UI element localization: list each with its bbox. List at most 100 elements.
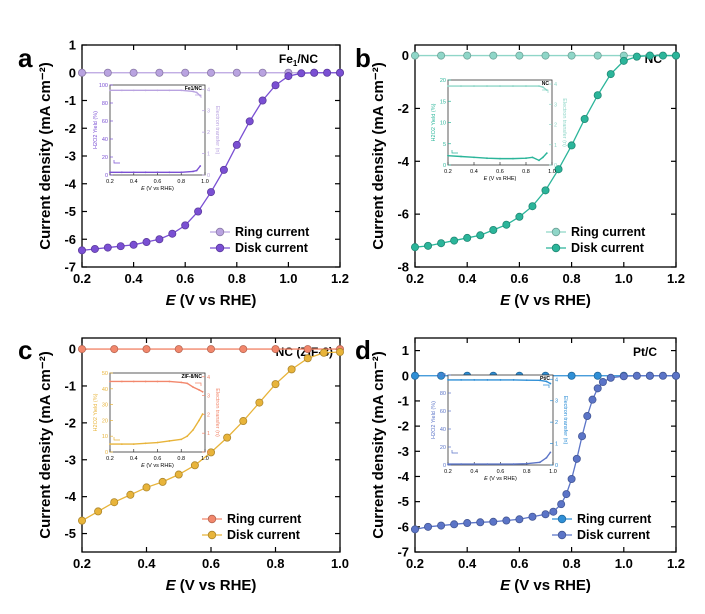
x-axis-label: E (V vs RHE)	[500, 292, 591, 309]
inset-x-tick-label: 0.6	[154, 179, 162, 185]
data-point-disk	[541, 510, 550, 519]
data-point-disk	[335, 348, 344, 357]
y-tick-label: -4	[64, 489, 76, 504]
x-tick-label: 0.4	[125, 271, 144, 286]
inset-right-indicator	[195, 382, 202, 386]
data-point-disk	[619, 56, 628, 65]
panel-b: b 0.2 0.4 0.6 0.8 1.0 1.2 0 -2 -4 -6 -8 E (V vs RHE)…	[355, 43, 685, 309]
data-point-disk	[206, 448, 215, 457]
data-point-disk	[335, 68, 344, 77]
inset-n-point	[192, 90, 195, 93]
y-tick-label: -6	[397, 207, 409, 222]
x-tick-label: 1.0	[331, 556, 349, 571]
inset-right-tick-label: 3	[554, 102, 557, 108]
inset-n-point	[525, 85, 527, 87]
inset-right-tick-label: 1	[207, 152, 210, 158]
data-point-ring	[410, 51, 419, 60]
data-point-disk	[476, 231, 485, 240]
data-point-disk	[658, 51, 667, 60]
inset-left-indicator	[113, 160, 120, 164]
inset-yield-point	[486, 157, 488, 160]
inset-left-tick-label: 40	[102, 137, 108, 143]
data-point-disk	[554, 165, 563, 174]
legend-label: Disk current	[227, 528, 301, 542]
data-point-ring	[437, 51, 446, 60]
y-tick-label: -2	[64, 415, 76, 430]
x-tick-label: 0.6	[510, 271, 528, 286]
inset-right-tick-label: 4	[207, 375, 210, 381]
inset-x-tick-label: 0.2	[444, 469, 452, 475]
legend-label: Ring current	[577, 512, 652, 526]
data-point-disk	[155, 235, 164, 244]
inset-left-tick-label: 80	[440, 391, 446, 397]
inset-x-tick-label: 0.8	[522, 169, 530, 175]
inset-yield-point	[186, 435, 189, 438]
inset-yield-point	[201, 413, 204, 415]
data-point-disk	[310, 68, 319, 77]
inset-n-point	[460, 85, 462, 87]
data-point-ring	[515, 51, 524, 60]
inset-yield-point	[538, 461, 541, 464]
data-point-ring	[567, 51, 576, 60]
inset-x-axis-label: E (V vs RHE)	[141, 463, 174, 469]
y-tick-label: 0	[69, 65, 76, 80]
inset-right-tick-label: 1	[207, 431, 210, 437]
data-point-disk	[424, 522, 433, 531]
inset-n-point	[538, 85, 540, 87]
inset-n-point	[109, 380, 111, 383]
inset-right-tick-label: 2	[207, 412, 210, 418]
data-point-disk	[158, 477, 167, 486]
y-tick-label: -1	[64, 378, 76, 393]
y-tick-label: -8	[397, 260, 409, 275]
inset-right-tick-label: 4	[554, 82, 557, 88]
inset-right-indicator	[543, 384, 550, 388]
data-point-disk	[181, 221, 190, 230]
inset-yield-point	[473, 463, 476, 465]
data-point-disk	[502, 220, 511, 229]
data-point-disk	[239, 417, 248, 426]
data-point-disk	[528, 512, 537, 521]
inset-left-axis-label: H2O2 Yield (%)	[93, 111, 99, 149]
inset-x-tick-label: 0.6	[497, 469, 505, 475]
plot-frame	[414, 337, 677, 553]
y-tick-label: -5	[397, 494, 409, 509]
y-tick-label: -4	[397, 469, 409, 484]
inset-n-point	[180, 89, 183, 92]
inset-right-tick-label: 1	[554, 143, 557, 149]
data-point-ring	[271, 345, 280, 354]
data-point-ring	[410, 371, 419, 380]
y-tick-label: -2	[397, 419, 409, 434]
inset-left-tick-label: 60	[440, 409, 446, 415]
data-point-ring	[174, 345, 183, 354]
y-tick-label: -2	[397, 101, 409, 116]
inset-left-tick-label: 100	[99, 83, 108, 89]
data-point-disk	[606, 70, 615, 79]
x-tick-label: 0.2	[73, 556, 91, 571]
inset-yield-point	[447, 463, 449, 465]
y-axis-label: Current density (mA cm⁻²)	[37, 62, 54, 249]
data-point-disk	[142, 483, 151, 492]
data-point-ring	[103, 68, 112, 77]
inset-right-tick-label: 3	[555, 399, 558, 405]
inset-left-tick-label: 20	[102, 155, 108, 161]
inset-n-point	[120, 380, 123, 383]
inset-yield-point	[192, 428, 195, 431]
y-tick-label: -4	[397, 154, 409, 169]
data-point-ring	[437, 371, 446, 380]
y-tick-label: -5	[64, 204, 76, 219]
data-point-disk	[410, 243, 419, 252]
inset-x-tick-label: 0.4	[470, 469, 478, 475]
inset-plot: 0.2 0.4 0.6 0.8 1.0 100 80 60 40 20 0 4 3 2 1 0 Pt/C E (V…	[431, 373, 568, 482]
data-point-disk	[580, 115, 589, 124]
panel-letter: d	[355, 335, 371, 365]
inset-frame	[109, 372, 206, 453]
legend-label: Disk current	[235, 241, 309, 255]
x-tick-label: 0.6	[176, 271, 194, 286]
y-axis-label: Current density (mA cm⁻²)	[370, 351, 387, 538]
inset-right-tick-label: 0	[207, 173, 210, 179]
panel-d: d 0.2 0.4 0.6 0.8 1.0 1.2 1 0 -1 -2 -3 -4 -5 -6 -7 E (V …	[355, 335, 685, 594]
inset-n-point	[473, 379, 476, 381]
legend-marker	[215, 227, 225, 237]
inset-right-tick-label: 3	[207, 109, 210, 115]
data-point-disk	[632, 371, 641, 380]
